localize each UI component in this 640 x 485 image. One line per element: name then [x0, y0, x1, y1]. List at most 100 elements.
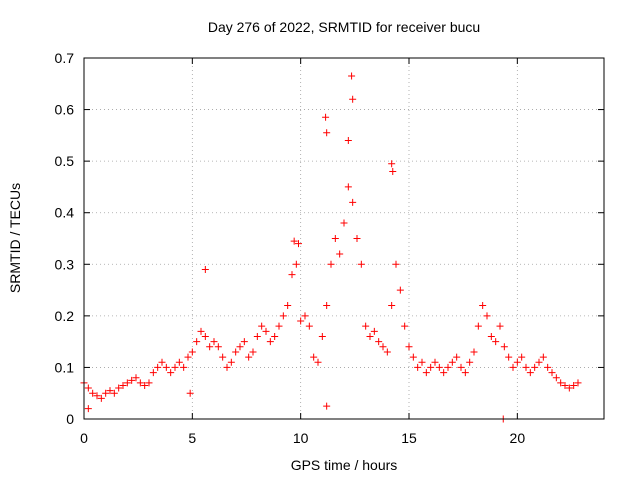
data-point: [89, 389, 97, 397]
data-point: [292, 260, 300, 268]
data-point: [271, 332, 279, 340]
data-point: [284, 302, 292, 310]
data-point: [392, 260, 400, 268]
data-point: [162, 363, 170, 371]
data-layer: [80, 72, 582, 423]
data-point: [565, 384, 573, 392]
grid-layer: [84, 58, 604, 419]
data-point: [522, 363, 530, 371]
data-point: [97, 394, 105, 402]
data-point: [214, 343, 222, 351]
data-point: [470, 348, 478, 356]
data-point: [388, 302, 396, 310]
data-point: [301, 312, 309, 320]
data-point: [431, 358, 439, 366]
x-tick-label: 5: [188, 430, 196, 446]
data-point: [123, 379, 131, 387]
data-point: [340, 219, 348, 227]
data-point: [128, 376, 136, 384]
data-point: [379, 343, 387, 351]
y-tick-label: 0.6: [55, 102, 75, 118]
data-point: [240, 338, 248, 346]
data-point: [288, 271, 296, 279]
data-point: [548, 369, 556, 377]
data-point: [479, 302, 487, 310]
data-point: [396, 286, 404, 294]
data-point: [388, 160, 396, 168]
data-point: [266, 338, 274, 346]
data-point: [500, 343, 508, 351]
data-point: [201, 265, 209, 273]
data-point: [526, 369, 534, 377]
x-axis-label: GPS time / hours: [291, 457, 398, 473]
data-point: [290, 237, 298, 245]
data-point: [370, 327, 378, 335]
data-point: [474, 322, 482, 330]
data-point: [323, 302, 331, 310]
data-point: [193, 338, 201, 346]
data-point: [401, 322, 409, 330]
data-point: [141, 381, 149, 389]
data-point: [253, 332, 261, 340]
data-point: [84, 384, 92, 392]
data-point: [336, 250, 344, 258]
tick-layer: 0 0.1 0.2 0.3 0.4 0.5 0.6 0.7 0 5 10 15 20: [55, 50, 604, 446]
data-point: [409, 353, 417, 361]
data-point: [262, 327, 270, 335]
data-point: [158, 358, 166, 366]
data-point: [348, 72, 356, 80]
data-point: [236, 343, 244, 351]
data-point: [188, 348, 196, 356]
data-point: [145, 379, 153, 387]
chart-title: Day 276 of 2022, SRMTID for receiver buc…: [208, 19, 480, 35]
data-point: [102, 389, 110, 397]
data-point: [297, 317, 305, 325]
data-point: [314, 358, 322, 366]
data-point: [219, 353, 227, 361]
data-point: [405, 343, 413, 351]
data-point: [344, 137, 352, 145]
data-point: [492, 338, 500, 346]
data-point: [483, 312, 491, 320]
series-srmtid: [80, 72, 582, 423]
data-point: [366, 332, 374, 340]
x-tick-label: 0: [80, 430, 88, 446]
data-point: [167, 369, 175, 377]
data-point: [327, 260, 335, 268]
data-point: [232, 348, 240, 356]
data-point: [210, 338, 218, 346]
data-point: [389, 167, 397, 175]
x-tick-label: 20: [510, 430, 526, 446]
data-point: [427, 363, 435, 371]
data-point: [349, 198, 357, 206]
data-point: [175, 358, 183, 366]
data-point: [249, 348, 257, 356]
data-point: [295, 240, 302, 248]
data-point: [245, 353, 253, 361]
data-point: [119, 381, 127, 389]
y-axis-label: SRMTID / TECUs: [7, 183, 23, 293]
data-point: [457, 363, 465, 371]
data-point: [531, 363, 539, 371]
data-point: [535, 358, 543, 366]
data-point: [171, 363, 179, 371]
data-point: [323, 129, 331, 137]
data-point: [552, 374, 560, 382]
data-point: [206, 343, 214, 351]
data-point: [544, 363, 552, 371]
data-point: [149, 369, 157, 377]
data-point: [357, 260, 365, 268]
data-point: [453, 353, 461, 361]
y-tick-label: 0: [66, 411, 74, 427]
y-tick-label: 0.2: [55, 308, 75, 324]
data-point: [414, 363, 422, 371]
data-point: [279, 312, 287, 320]
data-point: [461, 369, 469, 377]
data-point: [227, 358, 235, 366]
data-point: [444, 363, 452, 371]
data-point: [509, 363, 517, 371]
data-point: [84, 405, 92, 413]
data-point: [435, 363, 443, 371]
data-point: [110, 389, 118, 397]
